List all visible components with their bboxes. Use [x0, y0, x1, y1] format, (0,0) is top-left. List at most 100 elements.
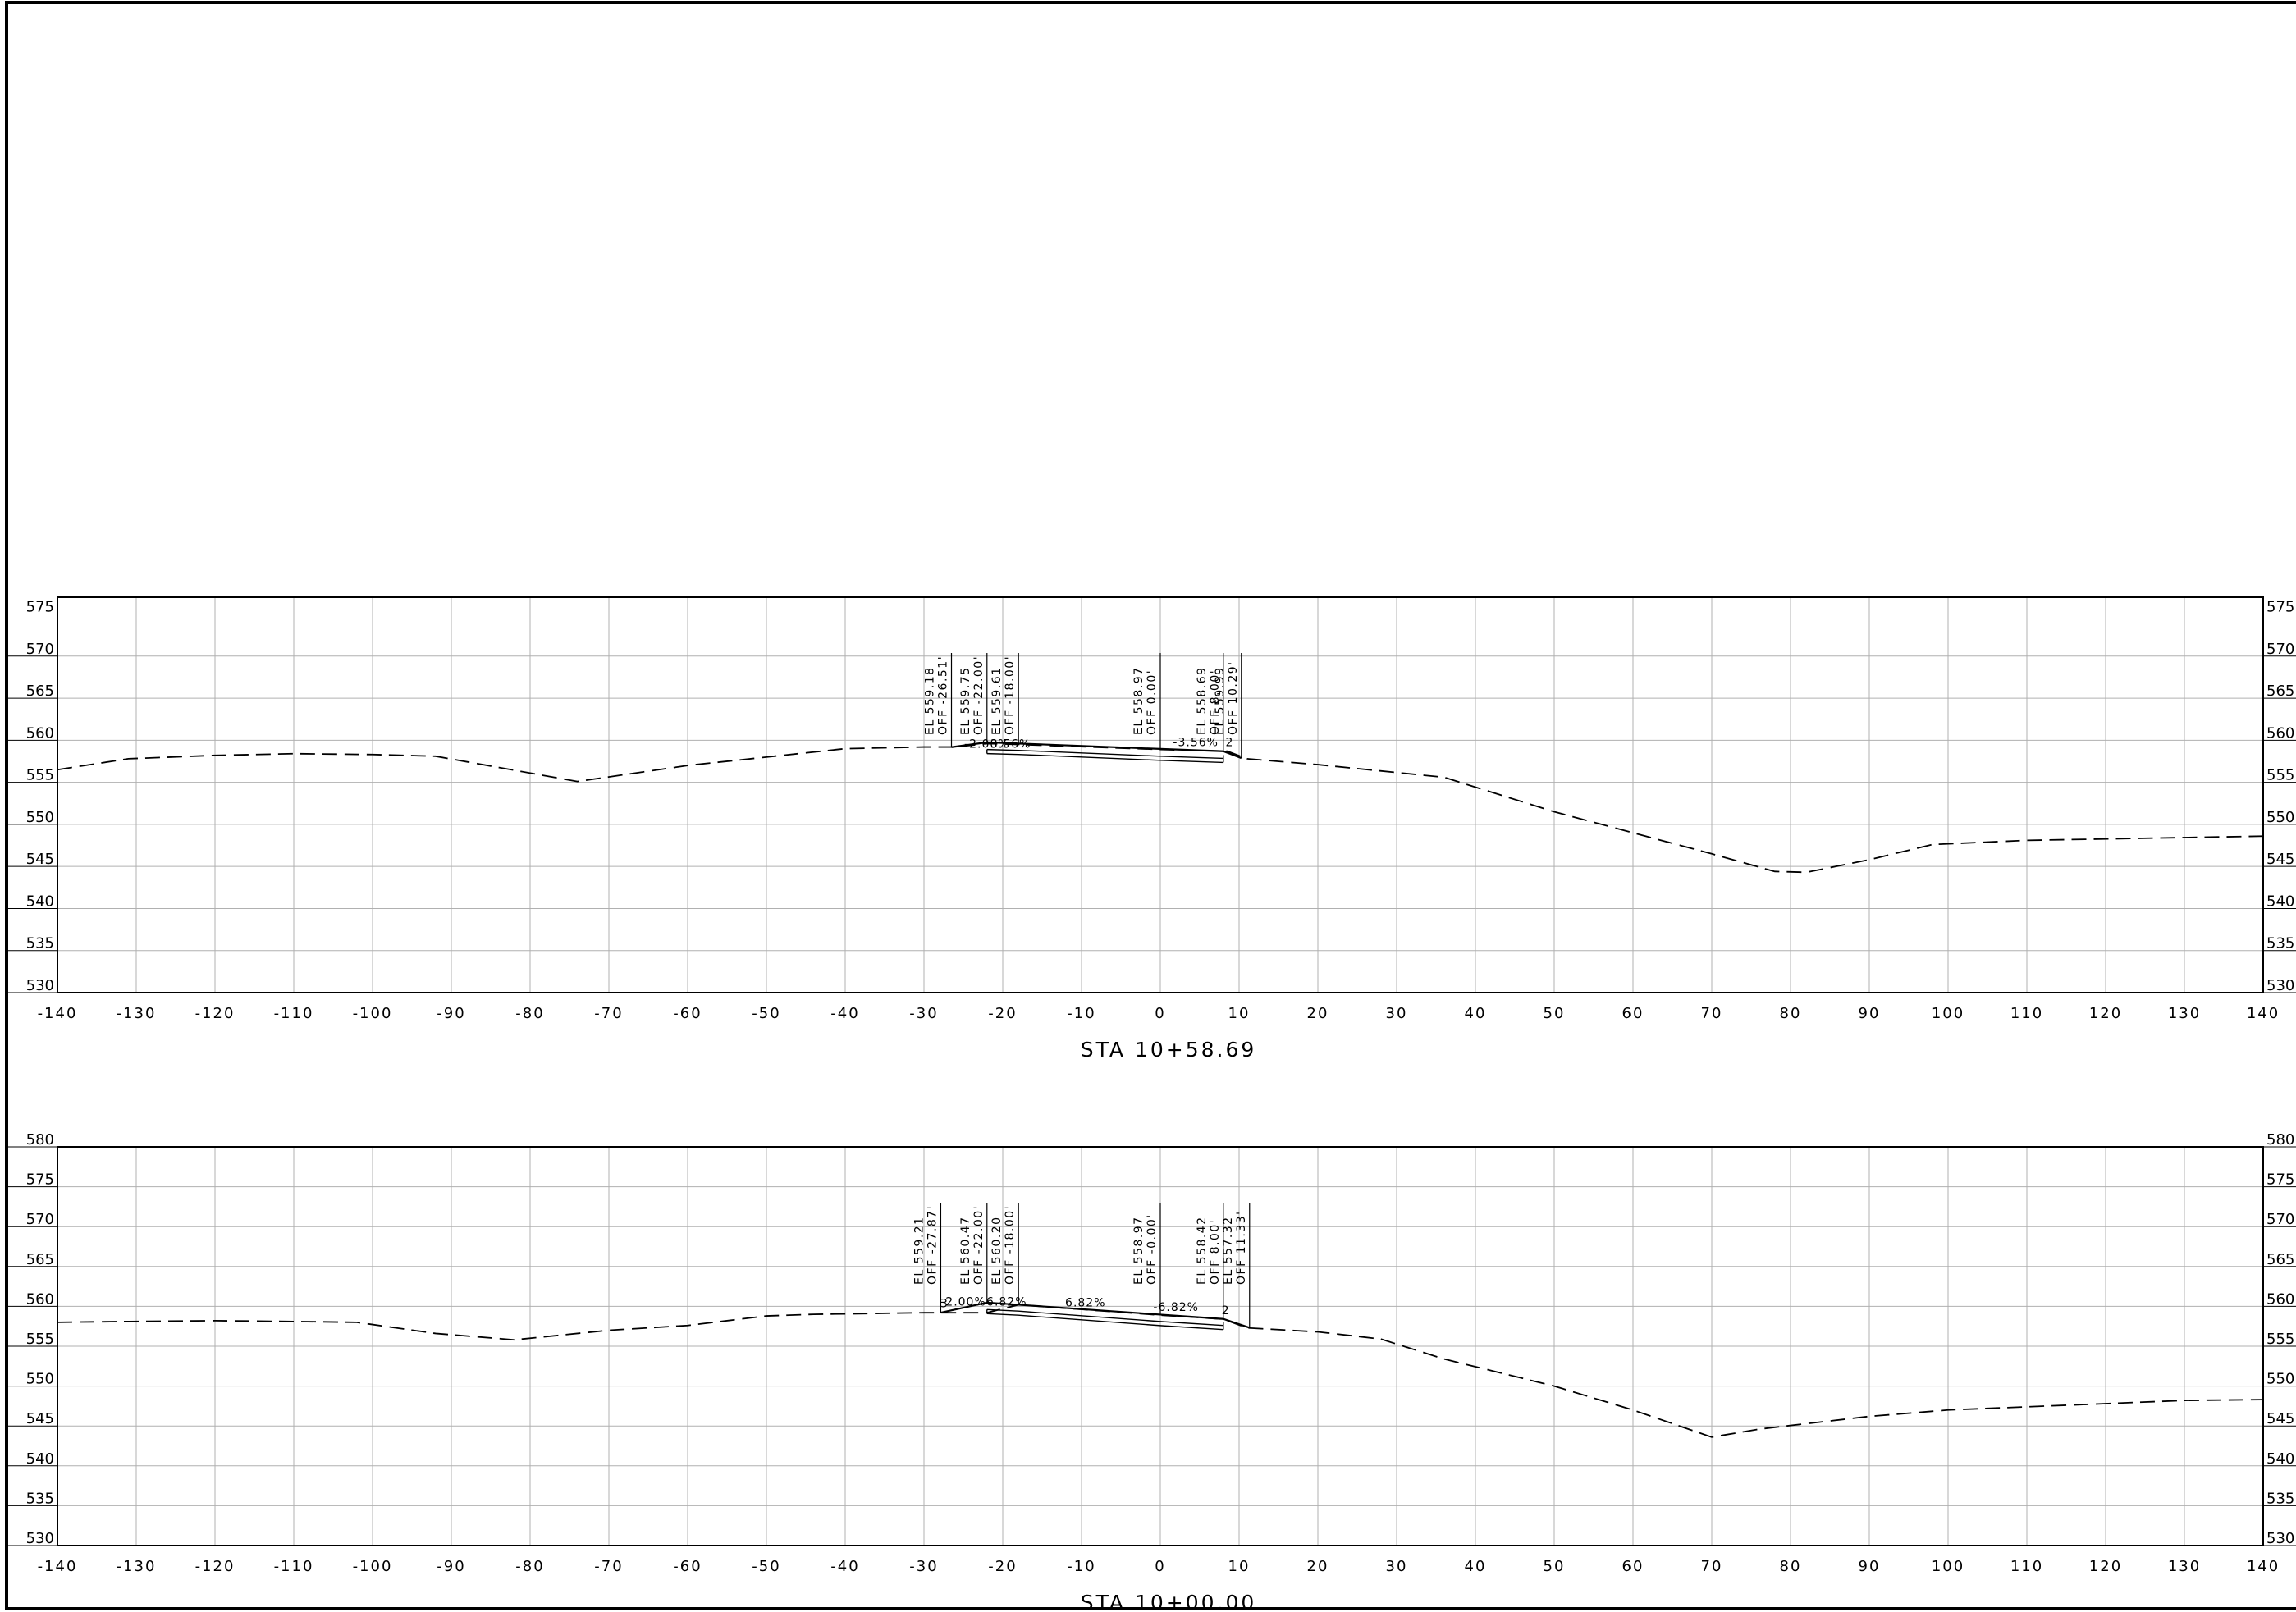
y-tick-label-right: 550 [2266, 809, 2294, 826]
slope-label: -6.82% [1153, 1301, 1199, 1314]
point-offset-label: OFF -22.00' [972, 655, 986, 735]
y-tick-label-left: 550 [26, 1371, 54, 1388]
point-elevation-label: EL 559.18 [924, 666, 937, 735]
pavement-subgrade [986, 1308, 1223, 1327]
x-tick-label: 20 [1307, 1558, 1329, 1575]
y-tick-label-left: 575 [26, 599, 54, 616]
y-tick-label-right: 565 [2266, 1251, 2294, 1268]
y-tick-label-left: 570 [26, 1211, 54, 1228]
x-tick-label: 40 [1465, 1005, 1487, 1022]
y-tick-label-left: 555 [26, 1331, 54, 1348]
point-elevation-label: EL 560.47 [959, 1216, 972, 1285]
y-tick-label-left: 575 [26, 1171, 54, 1189]
existing-ground-line [57, 1304, 2264, 1438]
x-tick-label: 110 [2010, 1005, 2043, 1022]
point-offset-label: OFF -26.51' [937, 655, 950, 735]
proposed-pavement-top [940, 1301, 1251, 1329]
slope-label: 6.82% [986, 1295, 1027, 1308]
x-tick-label: -110 [274, 1558, 314, 1575]
y-tick-label-right: 555 [2266, 767, 2294, 784]
y-tick-label-left: 580 [26, 1131, 54, 1148]
y-tick-label-left: 545 [26, 851, 54, 868]
y-tick-label-right: 560 [2266, 1290, 2294, 1308]
x-tick-label: 60 [1622, 1558, 1644, 1575]
y-tick-label-left: 540 [26, 1450, 54, 1468]
point-offset-label: OFF -18.00' [1004, 1205, 1017, 1285]
x-tick-label: 10 [1228, 1558, 1251, 1575]
point-offset-label: OFF -22.00' [972, 1205, 986, 1285]
point-elevation-label: EL 559.21 [912, 1216, 926, 1285]
y-tick-label-right: 540 [2266, 893, 2294, 910]
point-elevation-label: EL 558.97 [1132, 666, 1146, 735]
pavement-base [986, 1313, 1223, 1331]
x-tick-label: -60 [673, 1005, 702, 1022]
point-offset-label: OFF 0.00' [1146, 669, 1159, 735]
point-elevation-label: EL 558.42 [1196, 1216, 1209, 1285]
x-tick-label: 130 [2168, 1558, 2201, 1575]
y-tick-label-right: 570 [2266, 641, 2294, 658]
x-tick-label: -30 [909, 1005, 938, 1022]
y-tick-label-right: 535 [2266, 935, 2294, 952]
x-tick-label: 130 [2168, 1005, 2201, 1022]
x-tick-label: -130 [117, 1558, 157, 1575]
y-tick-label-left: 530 [26, 1530, 54, 1547]
point-elevation-label: EL 560.20 [990, 1216, 1004, 1285]
x-tick-label: 30 [1386, 1005, 1408, 1022]
x-tick-label: 70 [1701, 1005, 1723, 1022]
y-tick-label-right: 540 [2266, 1450, 2294, 1468]
y-tick-label-right: 550 [2266, 1371, 2294, 1388]
x-tick-label: 40 [1465, 1558, 1487, 1575]
y-tick-label-right: 560 [2266, 724, 2294, 742]
x-tick-label: 120 [2089, 1558, 2122, 1575]
slope-label: 3 [940, 1297, 949, 1310]
y-tick-label-right: 545 [2266, 851, 2294, 868]
y-tick-label-right: 565 [2266, 683, 2294, 700]
y-tick-label-left: 560 [26, 1290, 54, 1308]
x-tick-label: 60 [1622, 1005, 1644, 1022]
x-tick-label: 110 [2010, 1558, 2043, 1575]
x-tick-label: 50 [1544, 1558, 1566, 1575]
y-tick-label-left: 560 [26, 724, 54, 742]
y-tick-label-left: 565 [26, 1251, 54, 1268]
x-tick-label: 0 [1155, 1005, 1165, 1022]
y-tick-label-right: 575 [2266, 599, 2294, 616]
plot-frame [57, 596, 2264, 993]
y-tick-label-left: 545 [26, 1410, 54, 1427]
point-offset-label: OFF 8.00' [1209, 1219, 1222, 1285]
y-tick-label-right: 530 [2266, 1530, 2294, 1547]
point-elevation-label: EL 559.61 [990, 666, 1004, 735]
x-tick-label: -10 [1067, 1005, 1095, 1022]
x-tick-label: -40 [830, 1558, 859, 1575]
point-elevation-label: EL 559.99 [1214, 666, 1227, 735]
y-tick-label-right: 575 [2266, 1171, 2294, 1189]
point-elevation-label: EL 558.69 [1196, 666, 1209, 735]
x-tick-label: 140 [2247, 1558, 2280, 1575]
cross-section-sta-10-00-00: 530 530 535 535 540 540 545 545 550 550 555 555 560 5… [8, 1131, 2296, 1612]
x-tick-label: 20 [1307, 1005, 1329, 1022]
x-tick-label: -140 [38, 1005, 78, 1022]
x-tick-label: -20 [988, 1558, 1017, 1575]
slope-label: 3.56% [990, 738, 1031, 751]
y-tick-label-left: 550 [26, 809, 54, 826]
x-tick-label: 90 [1859, 1558, 1881, 1575]
y-tick-label-left: 565 [26, 683, 54, 700]
station-title: STA 10+58.69 [1081, 1038, 1257, 1062]
y-tick-label-left: 555 [26, 767, 54, 784]
x-tick-label: -10 [1067, 1558, 1095, 1575]
x-tick-label: -140 [38, 1558, 78, 1575]
x-tick-label: 100 [1932, 1005, 1964, 1022]
x-tick-label: -80 [515, 1558, 544, 1575]
x-tick-label: -20 [988, 1005, 1017, 1022]
x-tick-label: 50 [1544, 1005, 1566, 1022]
proposed-pavement-top [951, 741, 1242, 760]
x-tick-label: -130 [117, 1005, 157, 1022]
y-tick-label-left: 540 [26, 893, 54, 910]
x-tick-label: 90 [1859, 1005, 1881, 1022]
sheet-border [5, 1, 2296, 1610]
x-tick-label: 0 [1155, 1558, 1165, 1575]
y-tick-label-right: 555 [2266, 1331, 2294, 1348]
point-offset-label: OFF 10.29' [1227, 660, 1240, 735]
x-tick-label: -30 [909, 1558, 938, 1575]
y-tick-label-right: 545 [2266, 1410, 2294, 1427]
